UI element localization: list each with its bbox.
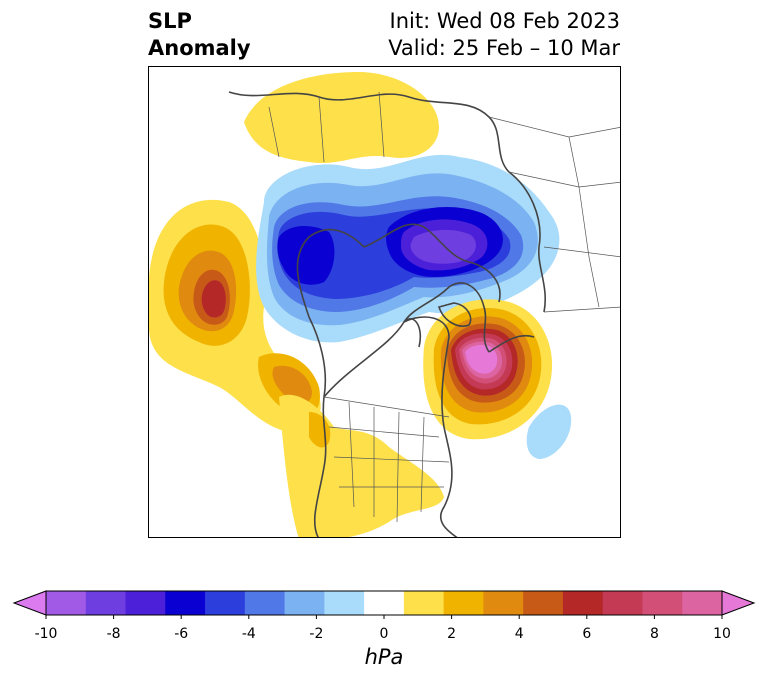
colorbar-cells: [46, 591, 723, 615]
colorbar-tick-label: 2: [447, 626, 456, 642]
colorbar-cell: [443, 591, 484, 615]
title-variable-line2: Anomaly: [148, 36, 251, 60]
colorbar-cell: [125, 591, 166, 615]
colorbar-tick-label: -8: [107, 626, 121, 642]
colorbar-cell: [602, 591, 643, 615]
colorbar-cell: [403, 591, 445, 615]
colorbar-tick-label: 0: [380, 626, 389, 642]
colorbar: -10 -8 -6 -4 -2 0 2 4 6 8 10: [12, 590, 756, 642]
colorbar-tick-label: -2: [309, 626, 323, 642]
colorbar-extend-low-arrow: [12, 590, 47, 616]
anomaly-positive-north-atlantic: [423, 299, 553, 440]
init-date: Init: Wed 08 Feb 2023: [389, 9, 620, 33]
colorbar-cell: [483, 591, 524, 615]
colorbar-tick-label: 8: [650, 626, 659, 642]
title-variable: SLP: [148, 9, 192, 33]
colorbar-tick-label: -6: [174, 626, 188, 642]
map-panel: [148, 66, 621, 538]
colorbar-cell: [205, 591, 246, 615]
colorbar-unit-label: hPa: [364, 645, 404, 669]
colorbar-tick-label: 4: [515, 626, 524, 642]
colorbar-cell: [284, 591, 325, 615]
colorbar-cell: [46, 591, 87, 615]
colorbar-cell: [642, 591, 683, 615]
colorbar-cell: [324, 591, 365, 615]
colorbar-cell: [364, 591, 405, 615]
country-borders: [268, 91, 620, 523]
valid-range: Valid: 25 Feb – 10 Mar: [388, 36, 620, 60]
colorbar-cell: [165, 591, 206, 615]
polar-stereographic-map: [149, 72, 620, 537]
colorbar-cell: [85, 591, 127, 615]
anomaly-positive-north-pacific: [149, 199, 321, 433]
colorbar-cell: [562, 591, 604, 615]
colorbar-cell: [523, 591, 564, 615]
colorbar-tick-label: -10: [35, 626, 58, 642]
colorbar-tick-label: 10: [713, 626, 731, 642]
anomaly-positive-us: [279, 394, 444, 537]
colorbar-tick-label: 6: [582, 626, 591, 642]
anomaly-negative-atlantic: [526, 404, 572, 459]
colorbar-cell: [682, 591, 723, 615]
colorbar-ticks: -10 -8 -6 -4 -2 0 2 4 6 8 10: [35, 615, 731, 642]
map-title: SLP Anomaly: [148, 8, 251, 62]
coastlines: [228, 91, 546, 537]
map-subtitle: Init: Wed 08 Feb 2023 Valid: 25 Feb – 10…: [388, 8, 620, 62]
colorbar-extend-high-arrow: [721, 590, 756, 616]
anomaly-positive-russia: [244, 72, 439, 164]
anomaly-negative-arctic: [256, 154, 560, 343]
colorbar-cell: [244, 591, 286, 615]
colorbar-tick-label: -4: [242, 626, 256, 642]
